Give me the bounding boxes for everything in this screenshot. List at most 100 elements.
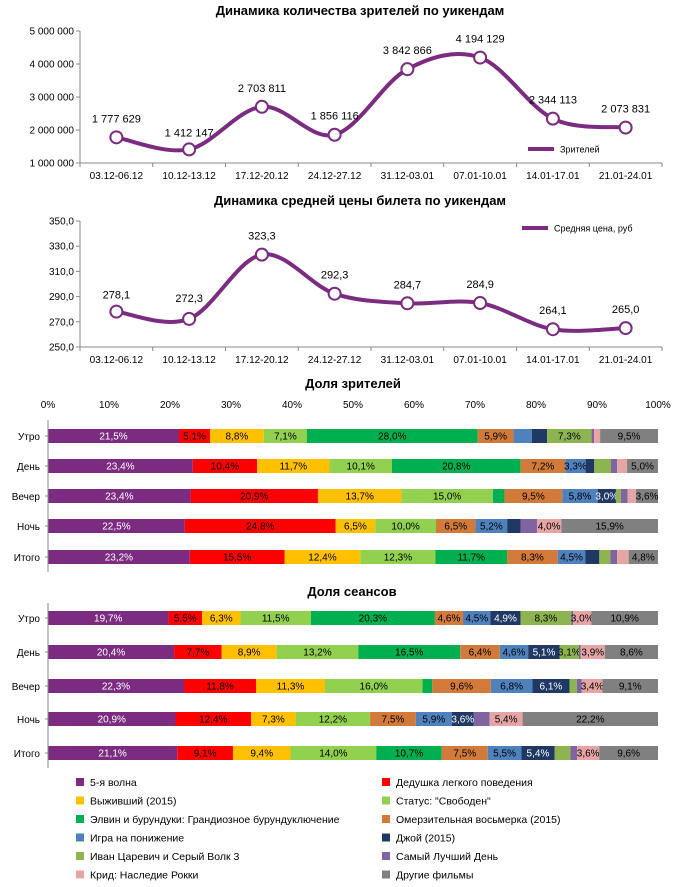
segment-label: 3,4% — [581, 682, 604, 693]
bar-segment — [599, 746, 658, 760]
x-tick-label: 10% — [99, 400, 119, 411]
bar-segment — [489, 712, 523, 726]
bar-segment — [232, 746, 291, 760]
segment-label: 20,9% — [98, 715, 126, 726]
x-tick-label: 21.01-24.01 — [599, 171, 653, 182]
bar-segment — [263, 429, 307, 443]
segment-label: 15,0% — [433, 492, 461, 503]
y-tick-label: 4 000 000 — [30, 60, 75, 71]
legend-swatch — [382, 833, 390, 842]
bar-segment — [202, 611, 241, 625]
segment-label: 3,6% — [636, 492, 659, 503]
bar-segment — [562, 489, 598, 503]
x-tick-label: 07.01-10.01 — [453, 171, 507, 182]
row-label: Ночь — [17, 715, 40, 726]
segment-label: 5,1% — [183, 432, 206, 443]
bar-segment — [436, 519, 476, 533]
bar-segment — [573, 611, 592, 625]
bar-segment — [565, 459, 586, 473]
bar-segment — [520, 459, 566, 473]
bar-segment — [435, 550, 508, 564]
bar-segment — [520, 611, 572, 625]
legend-swatch — [76, 833, 84, 842]
y-tick-label: 350,0 — [49, 217, 74, 228]
segment-label: 7,1% — [274, 432, 297, 443]
segment-label: 20,8% — [442, 462, 470, 473]
segment-label: 7,5% — [382, 715, 405, 726]
segment-label: 15,5% — [223, 553, 251, 564]
legend-swatch — [382, 815, 390, 823]
legend-swatch — [76, 815, 84, 823]
segment-label: 4,6% — [503, 648, 526, 659]
bar-segment — [521, 746, 555, 760]
bar-segment — [177, 746, 233, 760]
segment-label: 4,9% — [494, 614, 517, 625]
segment-label: 19,7% — [94, 614, 122, 625]
data-point — [618, 120, 633, 135]
legend-swatch — [76, 852, 84, 860]
bar-segment — [240, 611, 311, 625]
line-chart-2: Динамика средней цены билета по уикендам… — [49, 193, 663, 366]
bar-segment — [615, 489, 621, 503]
segment-label: 16,0% — [360, 682, 388, 693]
stacked-bar-chart-2: Доля сеансов Утро 19,7% 5,5% 6,3% 11,5% 20,3% 4… — [12, 584, 658, 768]
bar-segment — [475, 519, 508, 533]
bar-segment — [576, 679, 582, 693]
bar-segment — [174, 645, 222, 659]
x-tick-label: 0% — [41, 400, 56, 411]
legend-swatch — [382, 870, 390, 879]
segment-label: 7,2% — [532, 462, 555, 473]
segment-label: 4,0% — [538, 522, 561, 533]
y-tick-label: 270,0 — [49, 317, 74, 328]
data-point — [473, 296, 488, 311]
data-point — [254, 99, 269, 114]
data-label: 278,1 — [103, 290, 131, 302]
bar-segment — [520, 519, 537, 533]
x-tick-label: 80% — [526, 400, 546, 411]
x-tick-label: 17.12-20.12 — [235, 171, 289, 182]
bar-segment — [597, 489, 616, 503]
legend-swatch — [382, 778, 390, 786]
x-tick-label: 70% — [465, 400, 485, 411]
data-label: 1 412 147 — [165, 127, 214, 139]
segment-label: 22,3% — [102, 682, 130, 693]
data-label: 2 703 811 — [238, 83, 286, 95]
bar-segment — [570, 746, 578, 760]
segment-label: 8,8% — [226, 432, 249, 443]
row-label: День — [17, 462, 40, 473]
bar-segment — [557, 550, 586, 564]
y-tick-label: 3 000 000 — [30, 93, 75, 104]
x-tick-label: 10.12-13.12 — [162, 355, 216, 366]
legend-item-label: Статус: "Свободен" — [396, 796, 491, 808]
segment-label: 15,9% — [595, 522, 623, 533]
segment-label: 23,2% — [105, 553, 133, 564]
legend-item-label: Дедушка легкого поведения — [396, 777, 533, 789]
segment-label: 5,5% — [493, 749, 516, 760]
bar-segment — [577, 746, 600, 760]
segment-label: 10,4% — [211, 462, 239, 473]
data-label: 2 344 113 — [529, 95, 577, 107]
bar-segment — [295, 712, 371, 726]
segment-label: 6,4% — [469, 648, 492, 659]
bar-segment — [610, 459, 618, 473]
data-label: 264,1 — [539, 305, 567, 317]
row-label: Утро — [18, 614, 40, 625]
x-tick-label: 31.12-03.01 — [381, 171, 435, 182]
bar-segment — [168, 611, 203, 625]
x-tick-label: 24.12-27.12 — [308, 355, 362, 366]
segment-label: 5,9% — [484, 432, 507, 443]
segment-label: 22,5% — [102, 522, 130, 533]
segment-label: 11,7% — [279, 462, 307, 473]
segment-label: 21,1% — [98, 749, 126, 760]
data-point — [545, 111, 560, 126]
bar-segment — [585, 459, 595, 473]
bar-segment — [594, 459, 611, 473]
legend-swatch — [382, 852, 390, 860]
legend-item-label: Джой (2015) — [396, 833, 455, 845]
bar-segment — [585, 550, 600, 564]
bar-segment — [306, 429, 478, 443]
bar-segment — [559, 645, 579, 659]
segment-label: 5,9% — [422, 715, 445, 726]
row-label: Утро — [18, 432, 40, 443]
